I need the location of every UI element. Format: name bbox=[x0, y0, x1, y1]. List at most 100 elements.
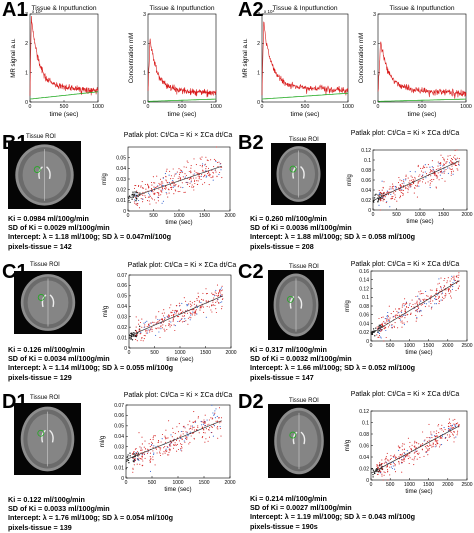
data-point bbox=[166, 193, 168, 195]
data-point bbox=[446, 439, 449, 441]
data-point bbox=[401, 320, 403, 322]
data-point bbox=[149, 446, 151, 448]
y-tick-label: 2 bbox=[143, 41, 146, 47]
data-point bbox=[215, 301, 217, 303]
ki-value: Ki = 0.126 ml/100g/min bbox=[8, 345, 85, 354]
data-point bbox=[424, 306, 426, 308]
data-point bbox=[455, 425, 457, 427]
early-point bbox=[378, 324, 380, 326]
data-point bbox=[221, 289, 223, 291]
data-point bbox=[405, 178, 407, 180]
early-point bbox=[130, 337, 132, 339]
data-point bbox=[403, 179, 405, 181]
data-point bbox=[376, 473, 379, 476]
data-point bbox=[134, 460, 136, 462]
data-point bbox=[181, 438, 184, 440]
data-point bbox=[171, 311, 173, 314]
data-point bbox=[437, 425, 439, 427]
data-point bbox=[422, 174, 424, 176]
data-point bbox=[429, 437, 431, 439]
data-point bbox=[205, 424, 207, 427]
data-point bbox=[136, 451, 139, 453]
data-point bbox=[208, 423, 210, 425]
ki-sd: SD of Ki = 0.0032 ml/100g/min bbox=[250, 354, 352, 364]
y-tick-label: 0.1 bbox=[362, 295, 369, 301]
early-point bbox=[131, 198, 133, 200]
data-point bbox=[393, 325, 395, 327]
data-point bbox=[384, 459, 386, 461]
data-point bbox=[194, 421, 197, 423]
data-point bbox=[401, 462, 403, 464]
data-point bbox=[201, 424, 203, 426]
data-point bbox=[434, 298, 436, 300]
data-point bbox=[446, 161, 448, 163]
data-point bbox=[161, 433, 164, 436]
roi-marker bbox=[289, 431, 297, 439]
data-point bbox=[212, 435, 214, 437]
early-point bbox=[126, 456, 129, 458]
data-point bbox=[165, 441, 167, 443]
data-point bbox=[439, 300, 441, 302]
data-point bbox=[136, 463, 138, 465]
y-tick-label: 3 bbox=[373, 12, 376, 18]
data-point bbox=[201, 174, 203, 176]
data-point bbox=[184, 173, 186, 175]
data-point bbox=[414, 303, 416, 305]
y-tick-label: 0 bbox=[123, 209, 126, 215]
data-point bbox=[136, 204, 138, 207]
ventricles bbox=[41, 429, 54, 443]
data-point bbox=[148, 186, 150, 188]
data-point bbox=[179, 304, 181, 306]
data-point bbox=[398, 177, 400, 179]
y-tick-label: 0.04 bbox=[359, 321, 369, 327]
data-point bbox=[172, 168, 174, 170]
data-point bbox=[206, 159, 208, 161]
tissue-roi-label-c1: Tissue ROI bbox=[30, 262, 60, 268]
data-point bbox=[395, 186, 398, 188]
data-point bbox=[403, 443, 405, 445]
data-point bbox=[443, 158, 445, 160]
data-point bbox=[198, 432, 200, 434]
data-point bbox=[133, 201, 135, 203]
data-point bbox=[172, 181, 174, 183]
data-point bbox=[175, 184, 177, 186]
data-point bbox=[190, 425, 192, 427]
data-point bbox=[437, 161, 439, 163]
data-point bbox=[379, 472, 381, 474]
data-point bbox=[221, 308, 223, 310]
data-point bbox=[195, 172, 197, 174]
data-point bbox=[165, 429, 167, 431]
data-point bbox=[411, 299, 413, 301]
data-point bbox=[178, 320, 180, 323]
data-point bbox=[401, 326, 403, 328]
data-point bbox=[153, 193, 155, 196]
data-point bbox=[140, 447, 142, 449]
data-point bbox=[378, 326, 380, 329]
data-point bbox=[455, 436, 457, 438]
data-point bbox=[446, 280, 448, 282]
data-point bbox=[190, 170, 192, 172]
data-point bbox=[382, 198, 384, 200]
data-point bbox=[421, 315, 423, 317]
data-point bbox=[152, 450, 154, 452]
early-point bbox=[379, 326, 381, 328]
data-point bbox=[381, 465, 383, 467]
data-point bbox=[197, 295, 199, 298]
data-point bbox=[425, 177, 427, 179]
data-point bbox=[386, 468, 389, 471]
data-point bbox=[193, 173, 195, 175]
data-point bbox=[404, 303, 406, 305]
data-point bbox=[387, 471, 389, 473]
data-point bbox=[214, 169, 217, 171]
data-point bbox=[186, 436, 188, 438]
data-point bbox=[148, 443, 150, 445]
data-point bbox=[429, 169, 431, 171]
data-point bbox=[172, 180, 174, 182]
data-point bbox=[450, 431, 452, 433]
data-point bbox=[405, 310, 407, 312]
data-point bbox=[417, 182, 419, 184]
data-point bbox=[217, 428, 219, 430]
data-point bbox=[159, 184, 161, 186]
